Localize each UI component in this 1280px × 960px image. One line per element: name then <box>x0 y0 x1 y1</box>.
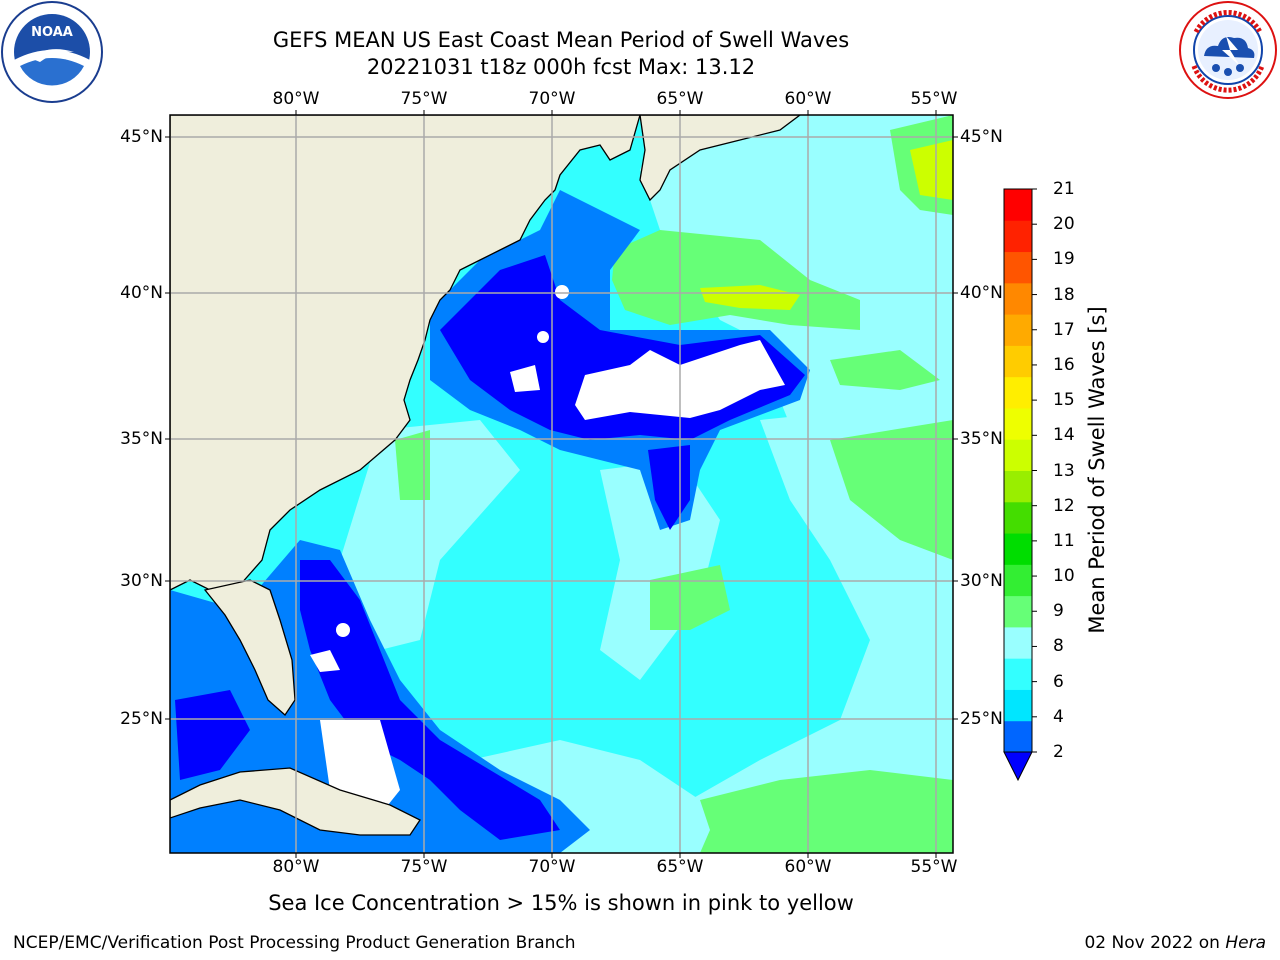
colorbar <box>1003 188 1037 782</box>
colorbar-segment <box>1004 720 1032 753</box>
colorbar-segment <box>1004 501 1032 534</box>
colorbar-segment <box>1004 626 1032 659</box>
colorbar-segment <box>1004 564 1032 597</box>
colorbar-label: Mean Period of Swell Waves [s] <box>1085 306 1109 634</box>
lon-label-bottom: 75°W <box>400 857 448 877</box>
lon-label-top: 55°W <box>910 89 958 109</box>
colorbar-tick-label: 11 <box>1053 530 1075 551</box>
lon-label-top: 60°W <box>784 89 832 109</box>
lat-label-right: 25°N <box>960 709 1003 729</box>
colorbar-tick-label: 15 <box>1053 390 1075 411</box>
footer-host: Hera <box>1225 933 1266 953</box>
lat-label-left: 30°N <box>120 571 163 591</box>
lat-label-left: 35°N <box>120 429 163 449</box>
colorbar-tick-label: 17 <box>1053 319 1075 340</box>
lon-label-top: 70°W <box>528 89 576 109</box>
colorbar-segment <box>1004 470 1032 503</box>
lon-label-bottom: 60°W <box>784 857 832 877</box>
colorbar-tick-label: 8 <box>1053 636 1064 657</box>
lat-label-left: 40°N <box>120 283 163 303</box>
colorbar-segment <box>1004 220 1032 253</box>
colorbar-tick-label: 21 <box>1053 179 1075 199</box>
colorbar-tick-label: 4 <box>1053 706 1064 727</box>
colorbar-segment <box>1004 533 1032 565</box>
colorbar-segment <box>1004 251 1032 284</box>
colorbar-segment <box>1004 282 1032 315</box>
colorbar-tick-label: 13 <box>1053 460 1075 481</box>
lon-label-bottom: 70°W <box>528 857 576 877</box>
colorbar-tick-label: 20 <box>1053 214 1075 235</box>
colorbar-tick-label: 12 <box>1053 495 1075 516</box>
colorbar-extend-arrow <box>1003 751 1033 782</box>
lat-label-left: 25°N <box>120 709 163 729</box>
lon-label-top: 75°W <box>400 89 448 109</box>
map-title: GEFS MEAN US East Coast Mean Period of S… <box>272 28 850 52</box>
axis-ticks <box>165 110 958 858</box>
colorbar-tick-label: 9 <box>1053 601 1064 622</box>
colorbar-segment <box>1004 345 1032 378</box>
colorbar-segment <box>1004 189 1032 221</box>
lat-label-right: 45°N <box>960 127 1003 147</box>
sea-ice-note: Sea Ice Concentration > 15% is shown in … <box>268 891 854 915</box>
lat-label-right: 30°N <box>960 571 1003 591</box>
lon-label-bottom: 55°W <box>910 857 958 877</box>
ocean-yellowgreen-region <box>700 140 953 310</box>
map-frame <box>169 114 954 854</box>
colorbar-tick-label: 16 <box>1053 354 1075 375</box>
colorbar-segment <box>1004 689 1032 722</box>
colorbar-tick-label: 10 <box>1053 566 1075 587</box>
colorbar-tick-label: 19 <box>1053 249 1075 270</box>
colorbar-segment <box>1004 658 1032 690</box>
colorbar-tick-label: 18 <box>1053 284 1075 305</box>
colorbar-tick-label: 6 <box>1053 671 1064 692</box>
colorbar-tick-label: 14 <box>1053 425 1075 446</box>
lon-label-top: 80°W <box>272 89 320 109</box>
nws-logo-icon <box>1179 1 1277 99</box>
map-field <box>170 115 953 853</box>
colorbar-segment <box>1004 439 1032 471</box>
lat-label-left: 45°N <box>120 127 163 147</box>
graticule <box>170 115 953 853</box>
lat-label-right: 35°N <box>960 429 1003 449</box>
lon-label-top: 65°W <box>656 89 704 109</box>
ocean-green-region <box>395 115 953 853</box>
colorbar-segment <box>1004 376 1032 409</box>
lon-label-bottom: 65°W <box>656 857 704 877</box>
colorbar-segment <box>1004 314 1032 346</box>
colorbar-tick-label: 2 <box>1053 742 1064 762</box>
map-subtitle: 20221031 t18z 000h fcst Max: 13.12 <box>366 55 756 79</box>
footer-date-text: 02 Nov 2022 on <box>1084 933 1220 953</box>
footer-credit: NCEP/EMC/Verification Post Processing Pr… <box>13 933 576 953</box>
footer-date: 02 Nov 2022 on Hera <box>1084 933 1266 953</box>
noaa-logo-text: NOAA <box>31 25 73 40</box>
noaa-logo-icon: NOAA <box>1 1 103 103</box>
colorbar-segment <box>1004 595 1032 628</box>
lat-label-right: 40°N <box>960 283 1003 303</box>
lon-label-bottom: 80°W <box>272 857 320 877</box>
colorbar-segment <box>1004 407 1032 440</box>
